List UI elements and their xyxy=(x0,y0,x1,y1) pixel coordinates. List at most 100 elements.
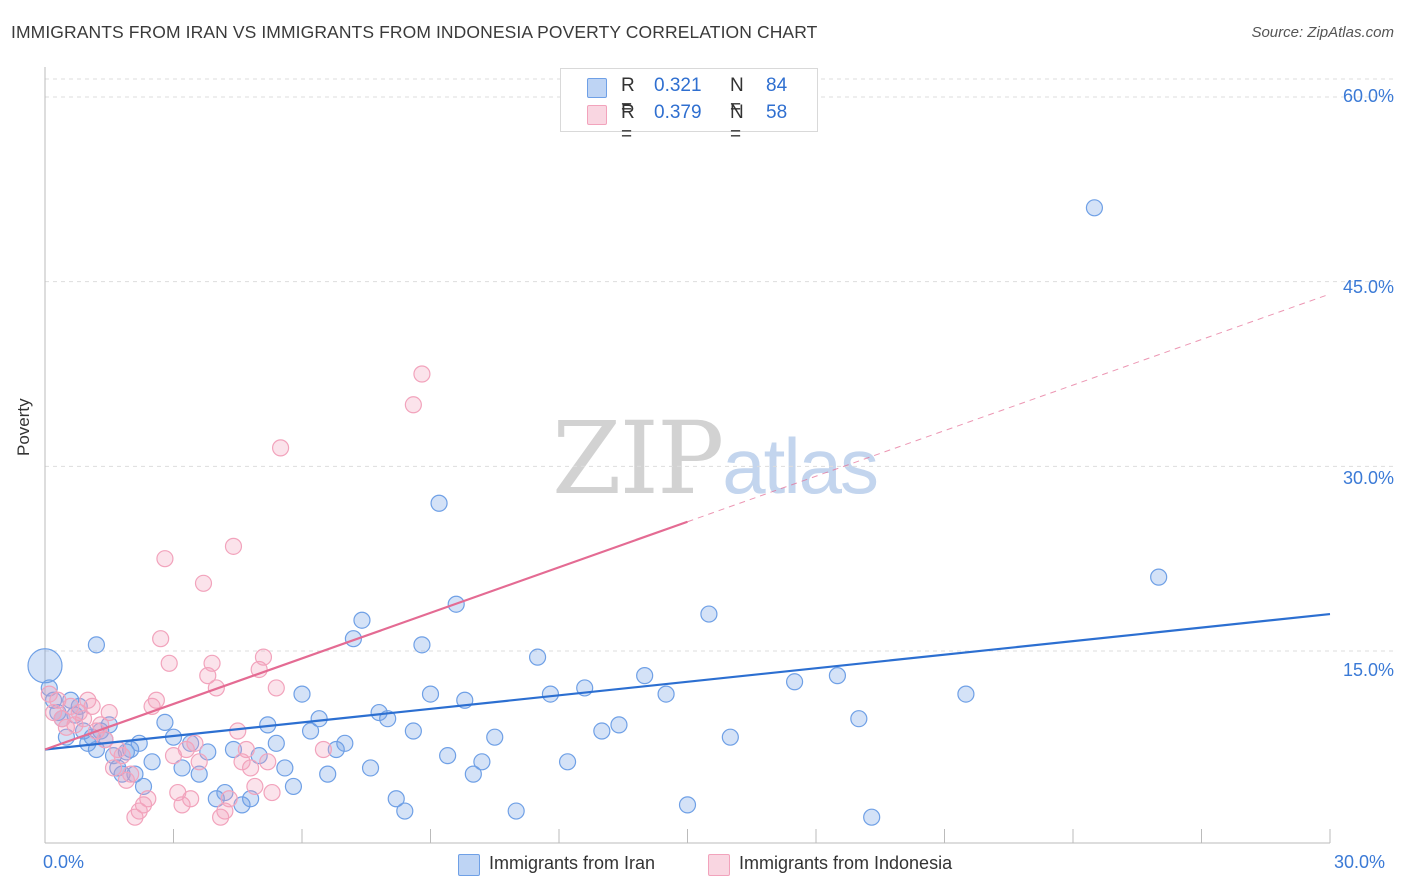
legend-swatch-indonesia xyxy=(708,854,730,876)
iran-point xyxy=(284,777,303,796)
indonesia-point xyxy=(173,796,191,814)
indonesia-point xyxy=(229,722,247,740)
indonesia-point xyxy=(186,734,204,752)
indonesia-point xyxy=(139,790,157,808)
iran-point xyxy=(224,740,243,759)
indonesia-point xyxy=(74,710,93,728)
y-axis-label: Poverty xyxy=(14,398,33,456)
indonesia-point xyxy=(267,679,285,697)
iran-point xyxy=(143,753,161,771)
indonesia-point xyxy=(100,703,118,722)
y-tick-label-60: 60.0% xyxy=(1342,86,1394,106)
watermark-zip: ZIP xyxy=(552,400,724,517)
indonesia-point xyxy=(160,654,178,672)
r-label: R = xyxy=(621,102,635,145)
indonesia-point xyxy=(237,740,255,759)
iran-point xyxy=(636,667,654,685)
indonesia-point xyxy=(83,697,101,716)
iran-point xyxy=(721,728,739,746)
iran-point xyxy=(610,716,628,734)
iran-point xyxy=(1085,199,1104,217)
iran-point xyxy=(361,759,380,777)
iran-point xyxy=(507,802,525,820)
iran-point xyxy=(404,722,422,740)
legend-swatch-iran xyxy=(458,854,480,876)
iran-point xyxy=(850,710,868,728)
indonesia-point xyxy=(259,753,277,771)
iran-point xyxy=(528,648,547,666)
source-label: Source: ZipAtlas.com xyxy=(1251,24,1394,41)
iran-point xyxy=(276,759,294,777)
iran-point xyxy=(439,747,457,765)
indonesia-point xyxy=(404,396,422,414)
iran-point xyxy=(87,636,106,654)
indonesia-point xyxy=(242,759,260,777)
indonesia-point xyxy=(182,790,200,808)
iran-point xyxy=(828,667,847,685)
iran-point xyxy=(413,636,431,654)
indonesia-point xyxy=(314,740,333,759)
indonesia-point xyxy=(263,783,281,802)
iran-point xyxy=(863,808,881,826)
iran-point xyxy=(336,734,354,752)
stats-legend: R = 0.321 N = 84 R = 0.379 N = 58 xyxy=(560,68,818,145)
indonesia-trend-line xyxy=(44,520,688,751)
indonesia-point xyxy=(177,740,195,759)
indonesia-point xyxy=(122,765,140,783)
iran-point xyxy=(486,728,504,746)
indonesia-point xyxy=(413,365,431,383)
iran-point xyxy=(678,796,697,814)
iran-point xyxy=(353,611,371,629)
indonesia-point xyxy=(203,654,221,672)
iran-point xyxy=(327,740,345,759)
iran-swatch xyxy=(587,78,607,98)
iran-point xyxy=(126,765,144,783)
indonesia-point xyxy=(224,537,243,555)
iran-point xyxy=(473,753,491,771)
iran-point xyxy=(657,685,675,703)
indonesia-point xyxy=(40,685,58,703)
iran-point xyxy=(190,765,208,783)
indonesia-point xyxy=(271,439,290,457)
iran-point xyxy=(1150,568,1168,586)
iran-point xyxy=(301,722,320,740)
indonesia-point xyxy=(194,574,213,592)
chart-title: IMMIGRANTS FROM IRAN VS IMMIGRANTS FROM … xyxy=(11,22,818,42)
iran-point xyxy=(156,713,174,732)
indonesia-point xyxy=(152,630,170,648)
iran-point xyxy=(130,734,148,752)
indonesia-point xyxy=(156,550,174,568)
iran-point xyxy=(430,494,448,512)
n-label: N = xyxy=(730,75,744,118)
x-tick-label-min: 0.0% xyxy=(43,852,85,872)
iran-point xyxy=(957,685,975,703)
iran-point xyxy=(27,648,63,684)
iran-point xyxy=(464,765,482,783)
indonesia-point xyxy=(246,777,264,796)
indonesia-point xyxy=(113,747,131,765)
iran-point xyxy=(207,790,225,808)
iran-point xyxy=(558,753,577,771)
indonesia-point xyxy=(220,790,238,808)
iran-point xyxy=(421,685,440,703)
iran-point xyxy=(92,722,110,740)
r-value: 0.379 xyxy=(654,102,702,123)
y-tick-label-45: 45.0% xyxy=(1342,277,1394,297)
n-value: 58 xyxy=(766,102,788,123)
indonesia-point xyxy=(62,697,80,716)
indonesia-trend-line-projected xyxy=(687,293,1331,523)
iran-trend-line xyxy=(44,612,1331,751)
legend-label-iran: Immigrants from Iran xyxy=(489,853,656,873)
indonesia-point xyxy=(104,759,123,777)
r-label: R = xyxy=(621,75,635,118)
iran-point xyxy=(293,685,311,703)
indonesia-point xyxy=(254,648,273,666)
iran-point xyxy=(387,790,405,808)
iran-point xyxy=(785,673,804,691)
y-tick-label-15: 15.0% xyxy=(1342,660,1394,680)
indonesia-point xyxy=(190,753,208,771)
iran-point xyxy=(396,802,414,820)
iran-point xyxy=(173,759,191,777)
n-label: N = xyxy=(730,102,744,145)
